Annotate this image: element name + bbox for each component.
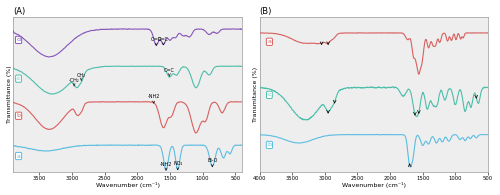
- Text: b: b: [16, 113, 20, 118]
- Text: (B): (B): [260, 7, 272, 16]
- X-axis label: Wavenumber (cm⁻¹): Wavenumber (cm⁻¹): [96, 182, 160, 188]
- Y-axis label: Transmitance (%): Transmitance (%): [253, 66, 258, 122]
- Text: C=C: C=C: [164, 68, 174, 76]
- Text: C=C: C=C: [158, 36, 169, 45]
- Y-axis label: Transmittance (%): Transmittance (%): [7, 65, 12, 123]
- Text: -CH₂: -CH₂: [68, 78, 80, 86]
- Text: c: c: [268, 92, 271, 97]
- Text: C=O: C=O: [150, 37, 162, 45]
- Text: a: a: [16, 153, 20, 159]
- Text: -NH2: -NH2: [148, 94, 160, 103]
- Text: Bi-O: Bi-O: [207, 158, 218, 167]
- Text: b: b: [268, 143, 272, 147]
- Text: NO₂: NO₂: [173, 161, 182, 170]
- Text: c: c: [17, 76, 20, 81]
- Text: d: d: [16, 37, 20, 43]
- Text: (A): (A): [14, 7, 26, 16]
- Text: a: a: [268, 39, 272, 44]
- X-axis label: Wavenumber (cm⁻¹): Wavenumber (cm⁻¹): [342, 182, 406, 188]
- Text: -NH2: -NH2: [160, 162, 172, 170]
- Text: CH₂: CH₂: [76, 73, 86, 80]
